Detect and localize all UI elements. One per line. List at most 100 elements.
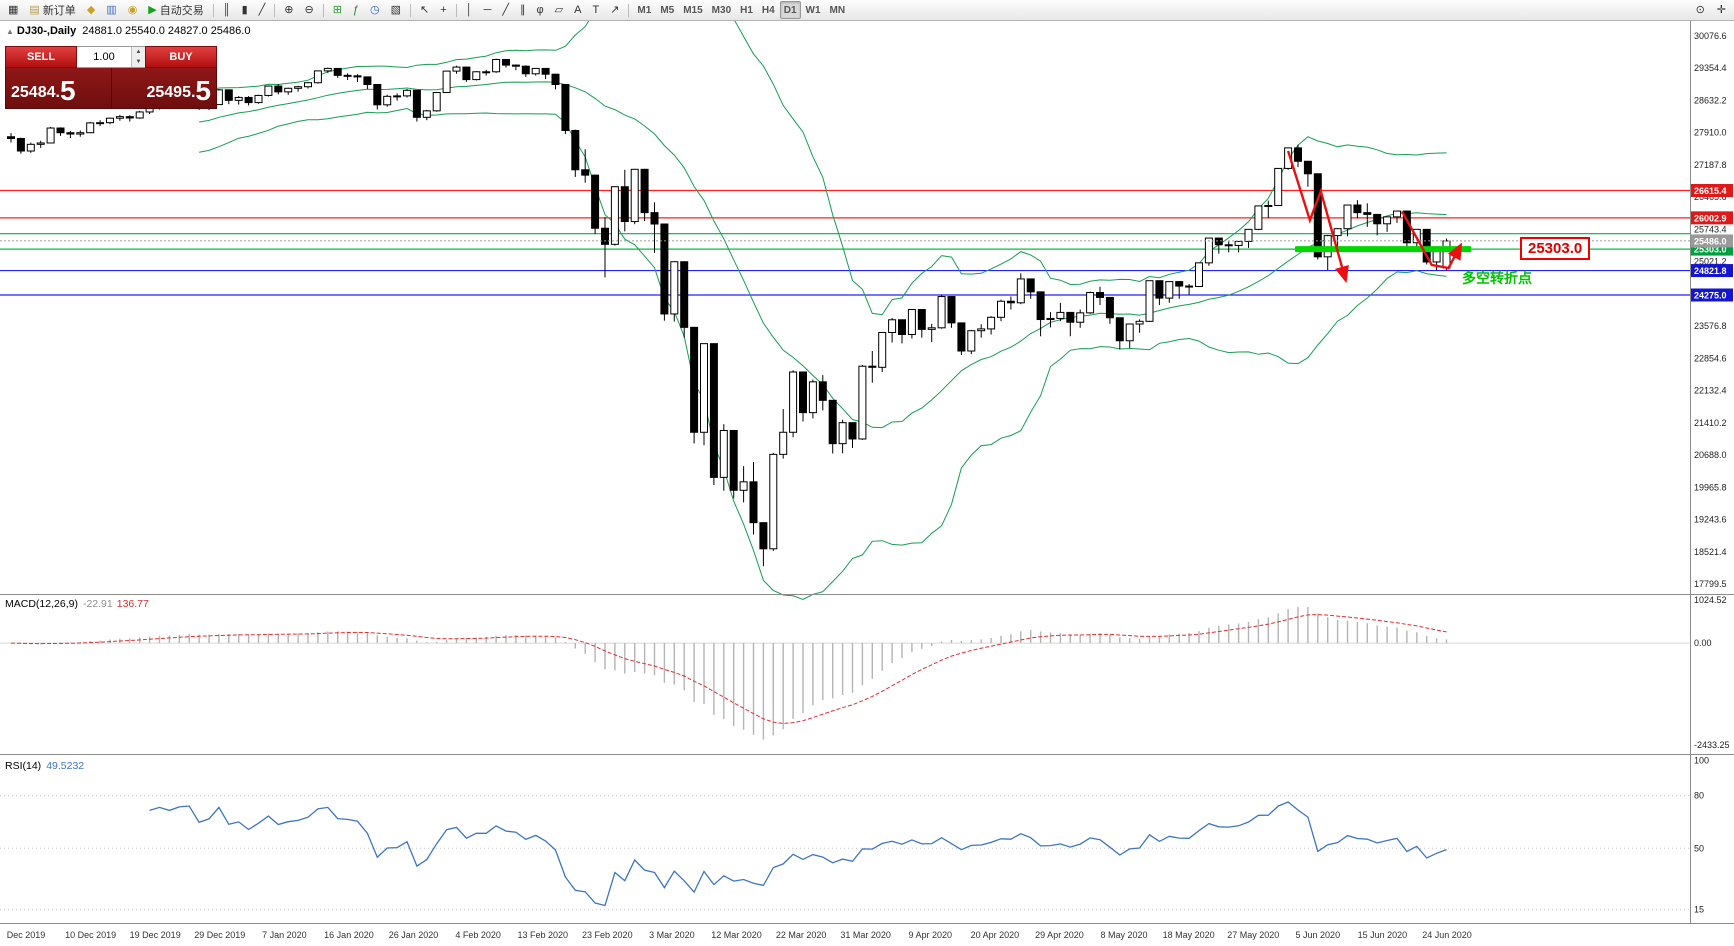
svg-text:5 Jun 2020: 5 Jun 2020	[1296, 930, 1341, 940]
svg-text:17799.5: 17799.5	[1694, 579, 1727, 589]
svg-text:Dec 2019: Dec 2019	[7, 930, 46, 940]
report-icon[interactable]: ▥	[101, 1, 121, 19]
candlestick-chart-icon[interactable]: ▮	[237, 1, 253, 19]
label-icon[interactable]: T	[587, 1, 604, 19]
svg-text:100: 100	[1694, 756, 1709, 766]
pan-icon[interactable]: ✛	[1712, 1, 1731, 19]
svg-text:19 Dec 2019: 19 Dec 2019	[130, 930, 181, 940]
buy-price[interactable]: 25495. 5	[112, 68, 217, 108]
cursor-icon[interactable]: ↖	[415, 1, 434, 19]
trend-arrow[interactable]	[1286, 150, 1349, 284]
text-icon[interactable]: A	[569, 1, 586, 19]
svg-text:4 Feb 2020: 4 Feb 2020	[455, 930, 501, 940]
sell-price[interactable]: 25484. 5	[6, 68, 112, 108]
new-order-glyph-icon: ▤	[29, 3, 40, 16]
gold-icon-glyph-icon: ◆	[86, 3, 96, 16]
tf-m30-button[interactable]: M30	[708, 1, 735, 19]
buy-price-main: 25495.	[146, 84, 196, 101]
svg-text:24821.8: 24821.8	[1694, 266, 1727, 276]
svg-text:26465.6: 26465.6	[1694, 192, 1727, 202]
trend-arrow[interactable]	[1400, 210, 1463, 270]
toolbar-separator	[628, 3, 630, 17]
svg-text:13 Feb 2020: 13 Feb 2020	[517, 930, 568, 940]
tf-m15-button[interactable]: M15	[679, 1, 706, 19]
bar-chart-icon[interactable]: ║	[218, 1, 236, 19]
toolbar-separator	[274, 3, 276, 17]
volume-stepper[interactable]: ▲ ▼	[131, 47, 145, 67]
tf-m5-button[interactable]: M5	[656, 1, 678, 19]
rsi-value: 49.5232	[46, 760, 85, 772]
tf-h4-button[interactable]: H4	[758, 1, 779, 19]
tf-m30-button-label: M30	[711, 4, 732, 16]
zoom-out-icon[interactable]: ⊖	[299, 1, 318, 19]
shapes-icon[interactable]: ▱	[550, 1, 568, 19]
arrows-icon[interactable]: ↗	[605, 1, 624, 19]
volume-down-icon[interactable]: ▼	[132, 57, 145, 67]
toolbar-separator	[410, 3, 412, 17]
svg-text:19243.6: 19243.6	[1694, 515, 1727, 525]
volume-up-icon[interactable]: ▲	[132, 47, 145, 57]
periods-icon[interactable]: ◷	[365, 1, 385, 19]
support-segment[interactable]	[1295, 246, 1472, 253]
shapes-icon-glyph-icon: ▱	[554, 3, 564, 16]
gold-icon[interactable]: ◆	[82, 1, 100, 19]
svg-text:15 Jun 2020: 15 Jun 2020	[1358, 930, 1408, 940]
svg-text:23 Feb 2020: 23 Feb 2020	[582, 930, 633, 940]
toolbar-separator	[212, 3, 214, 17]
horizontal-lines[interactable]	[0, 189, 1690, 296]
new-order-button[interactable]: ▤ 新订单	[24, 1, 80, 19]
trendline-icon[interactable]: ╱	[497, 1, 514, 19]
svg-text:29354.4: 29354.4	[1694, 63, 1727, 73]
auto-trading-button[interactable]: ▶ 自动交易	[143, 1, 208, 19]
macd-signal-line	[10, 614, 1447, 725]
bar-chart-icon-glyph-icon: ║	[222, 3, 231, 16]
tile-windows-icon[interactable]: ⊞	[328, 1, 347, 19]
svg-text:25303.0: 25303.0	[1694, 245, 1727, 255]
volume-input[interactable]: 1.00 ▲ ▼	[77, 46, 145, 68]
tf-mn-button[interactable]: MN	[826, 1, 850, 19]
line-chart-icon[interactable]: ╱	[254, 1, 271, 19]
panel-separators[interactable]	[0, 21, 1734, 924]
price-axis-tags: 26615.4 26002.9 25303.0 24821.8 24275.0 25486…	[1691, 184, 1733, 302]
ohlc-values: 24881.0 25540.0 24827.0 25486.0	[82, 25, 251, 37]
svg-text:21410.2: 21410.2	[1694, 418, 1727, 428]
oneclick-collapse-icon[interactable]: ▲	[6, 27, 14, 36]
tf-mn-button-label: MN	[829, 4, 846, 16]
tf-m1-button[interactable]: M1	[633, 1, 655, 19]
price-callout[interactable]: 25303.0	[1520, 237, 1591, 260]
tf-d1-button[interactable]: D1	[779, 1, 801, 19]
indicators-icon[interactable]: ƒ	[348, 1, 364, 19]
tf-w1-button[interactable]: W1	[802, 1, 825, 19]
indicators-icon-glyph-icon: ƒ	[352, 3, 360, 16]
chart-window-icon[interactable]: ▦	[3, 1, 23, 19]
arrows-icon-glyph-icon: ↗	[610, 3, 620, 16]
sell-button[interactable]: SELL	[5, 46, 77, 68]
fibonacci-icon[interactable]: φ	[532, 1, 549, 19]
svg-text:50: 50	[1694, 843, 1704, 853]
turning-point-note[interactable]: 多空转折点	[1462, 270, 1532, 286]
buy-button[interactable]: BUY	[145, 46, 217, 68]
trend-arrows[interactable]	[1286, 150, 1463, 284]
one-click-controls: SELL 1.00 ▲ ▼ BUY	[5, 46, 217, 68]
search-icon[interactable]: ⊙	[1691, 1, 1710, 19]
channel-icon[interactable]: ∥	[515, 1, 531, 19]
periods-icon-glyph-icon: ◷	[370, 3, 380, 16]
zoom-in-icon[interactable]: ⊕	[279, 1, 298, 19]
vertical-line-icon[interactable]: │	[461, 1, 478, 19]
community-icon[interactable]: ◉	[123, 1, 143, 19]
vertical-line-icon-glyph-icon: │	[465, 3, 473, 16]
tf-m5-button-label: M5	[660, 4, 675, 16]
tf-m15-button-label: M15	[683, 4, 703, 16]
crosshair-icon[interactable]: +	[435, 1, 451, 19]
tf-h4-button-label: H4	[761, 4, 775, 16]
svg-text:20688.0: 20688.0	[1694, 450, 1727, 460]
horizontal-line-icon[interactable]: ─	[479, 1, 497, 19]
new-order-button-label: 新订单	[42, 5, 76, 17]
template-icon[interactable]: ▧	[386, 1, 406, 19]
buy-price-big-digit: 5	[195, 75, 211, 106]
svg-text:22 Mar 2020: 22 Mar 2020	[776, 930, 827, 940]
tf-h1-button[interactable]: H1	[736, 1, 757, 19]
volume-value[interactable]: 1.00	[93, 51, 115, 63]
